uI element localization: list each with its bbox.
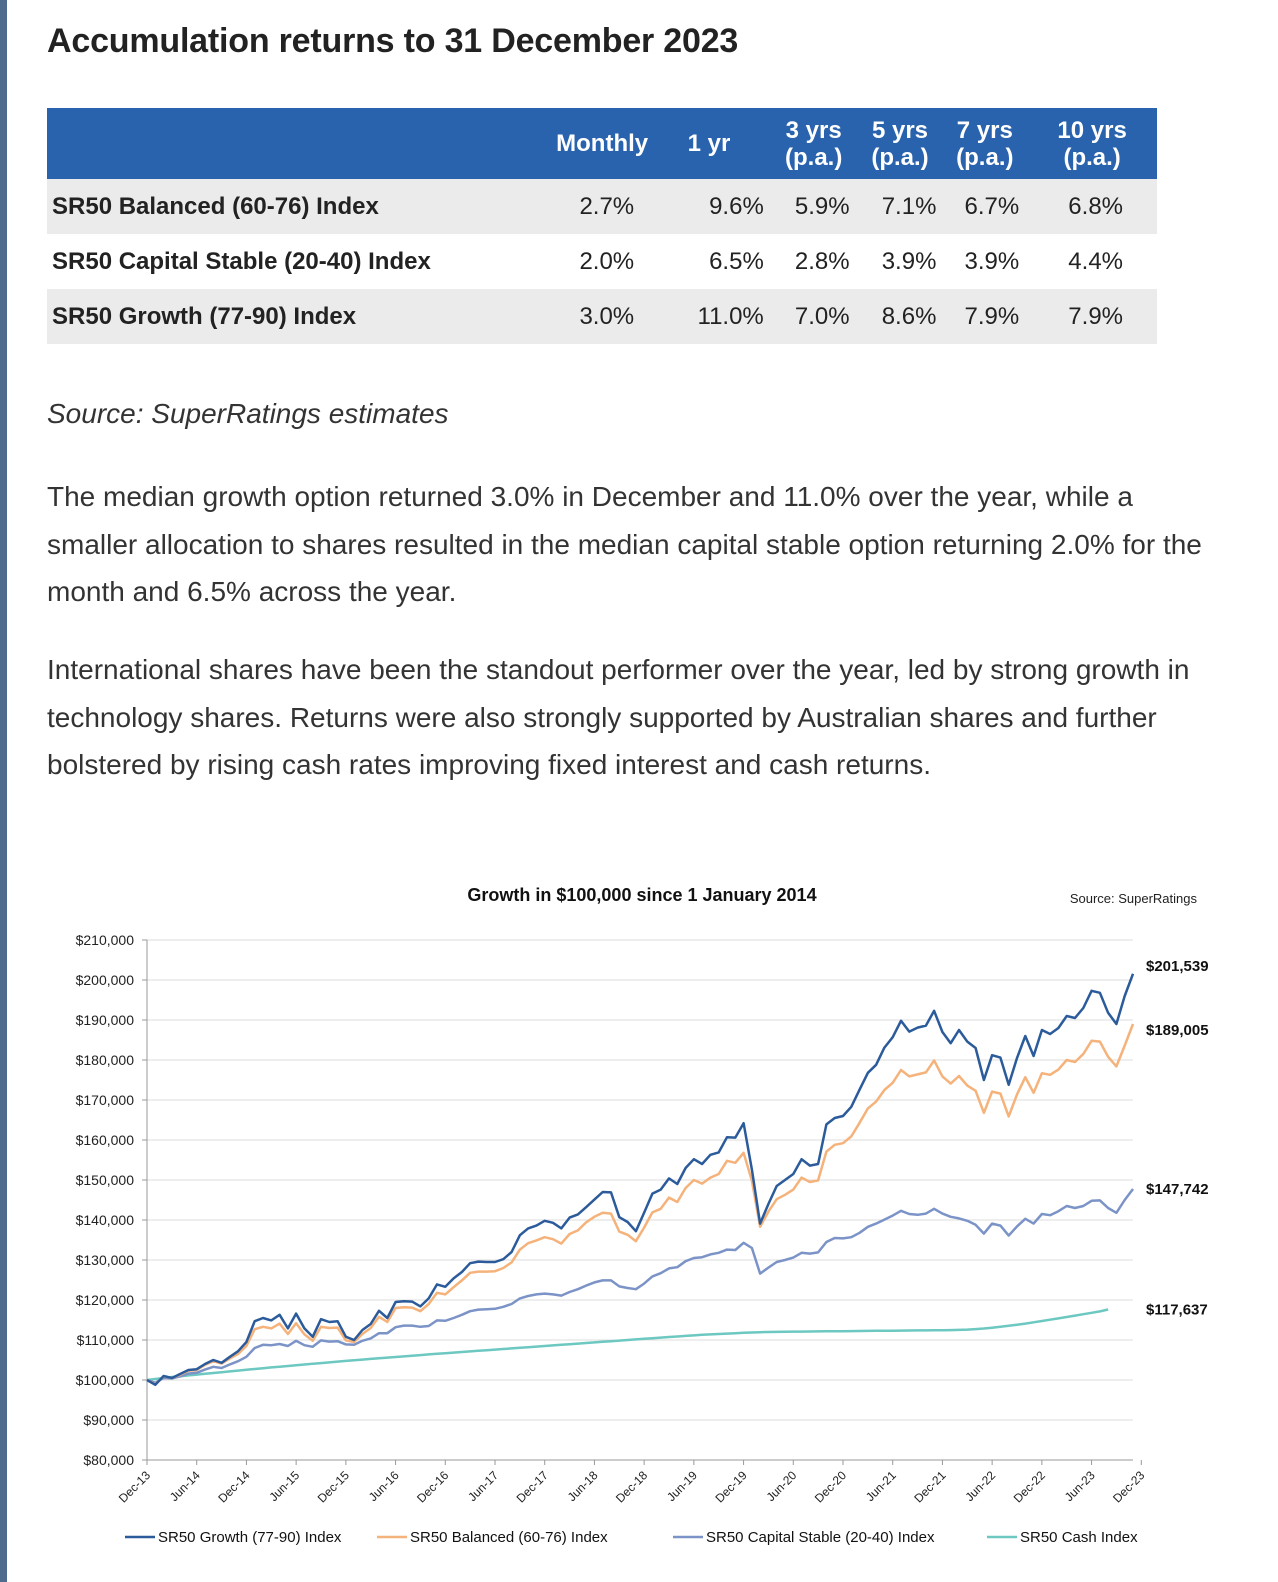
legend-label: SR50 Cash Index [1020,1529,1138,1546]
series-end-label: $147,742 [1146,1181,1209,1198]
table-header-cell: 7 yrs (p.a.) [942,108,1028,179]
table-header-row: Monthly 1 yr 3 yrs (p.a.) 5 yrs (p.a.) 7 yrs (p… [47,108,1157,179]
row-label: SR50 Balanced (60-76) Index [47,179,557,234]
x-tick-label: Dec-20 [812,1468,849,1505]
table-cell: 2.0% [579,247,635,275]
table-row: SR50 Growth (77-90) Index 3.0% 11.0% 7.0% 8.… [47,289,1157,344]
header-sublabel: (p.a.) [1063,143,1121,171]
x-tick-label: Dec-19 [712,1468,749,1505]
table-cell: 6.7% [942,179,1028,234]
series-end-label: $189,005 [1146,1022,1209,1039]
table-header-cell [47,108,557,179]
table-cell: 7.0% [769,289,858,344]
legend-label: SR50 Capital Stable (20-40) Index [706,1529,935,1546]
x-tick-label: Jun-18 [565,1468,601,1504]
left-accent-bar [0,0,7,1582]
y-tick-label: $200,000 [76,972,135,988]
header-label: 1 yr [687,130,731,157]
table-cell: 8.6% [857,289,943,344]
x-tick-label: Dec-16 [414,1468,451,1505]
table-header-cell: 1 yr [648,108,770,179]
table-cell: 6.8% [1027,179,1157,234]
x-tick-label: Jun-14 [167,1468,203,1504]
table-cell: 7.1% [857,179,943,234]
series-line [146,1308,1109,1382]
chart-title: Growth in $100,000 since 1 January 2014 [467,885,816,905]
y-tick-label: $170,000 [76,1092,135,1108]
y-tick-label: $130,000 [76,1252,135,1268]
x-tick-label: Jun-15 [266,1468,302,1504]
table-header-cell: 5 yrs (p.a.) [857,108,943,179]
x-tick-label: Jun-22 [962,1468,998,1504]
table-cell: 11.0% [648,289,770,344]
x-tick-label: Jun-17 [465,1468,501,1504]
page-title: Accumulation returns to 31 December 2023 [47,22,739,60]
x-tick-label: Dec-17 [514,1468,551,1505]
y-tick-label: $120,000 [76,1292,135,1308]
header-label: 7 yrs [956,116,1013,144]
chart-source: Source: SuperRatings [1070,891,1198,906]
y-tick-label: $90,000 [83,1412,134,1428]
y-tick-label: $140,000 [76,1212,135,1228]
table-header-cell: 3 yrs (p.a.) [769,108,858,179]
x-tick-label: Jun-16 [366,1468,402,1504]
x-tick-label: Dec-15 [315,1468,352,1505]
x-tick-label: Jun-21 [863,1468,899,1504]
table-cell: 7.9% [1027,289,1157,344]
header-sublabel: (p.a.) [871,143,929,171]
legend-label: SR50 Growth (77-90) Index [158,1529,342,1546]
header-label: 5 yrs [871,116,929,144]
header-sublabel: (p.a.) [956,143,1014,171]
legend-label: SR50 Balanced (60-76) Index [410,1529,608,1546]
x-tick-label: Jun-20 [764,1468,800,1504]
table-cell: 5.9% [769,179,858,234]
x-tick-label: Dec-22 [1011,1468,1048,1505]
y-tick-label: $80,000 [83,1452,134,1468]
table-cell: 3.9% [964,247,1020,275]
x-tick-label: Jun-23 [1062,1468,1098,1504]
y-tick-label: $210,000 [76,932,135,948]
series-line [146,973,1135,1387]
table-cell: 2.7% [556,179,649,234]
y-tick-label: $110,000 [77,1332,135,1348]
x-tick-label: Dec-23 [1110,1468,1147,1505]
paragraph: The median growth option returned 3.0% i… [47,481,1202,607]
row-label: SR50 Capital Stable (20-40) Index [52,247,431,275]
series-line [146,1188,1134,1385]
y-tick-label: $150,000 [76,1172,135,1188]
x-tick-label: Dec-18 [613,1468,650,1505]
series-end-label: $117,637 [1146,1301,1208,1318]
growth-line-chart: Growth in $100,000 since 1 January 2014 S… [76,885,1209,1546]
y-tick-label: $160,000 [76,1132,135,1148]
table-header-cell: Monthly [556,108,649,179]
table-row: SR50 Capital Stable (20-40) Index 2.0% 6.5… [47,234,1157,289]
table-header-cell: 10 yrs (p.a.) [1027,108,1157,179]
table-cell: 4.4% [1068,247,1123,275]
table-row: SR50 Balanced (60-76) Index 2.7% 9.6% 5.9% 7… [47,179,1157,234]
series-end-label: $201,539 [1146,958,1209,975]
x-tick-label: Dec-21 [911,1468,948,1505]
table-cell: 3.0% [556,289,649,344]
table-cell: 9.6% [648,179,770,234]
x-tick-label: Dec-13 [116,1468,153,1505]
y-tick-label: $180,000 [76,1052,135,1068]
y-tick-label: $190,000 [76,1012,135,1028]
x-tick-label: Dec-14 [215,1468,252,1505]
table-cell: 3.9% [881,247,937,275]
series-line [146,1023,1135,1386]
y-tick-label: $100,000 [76,1372,135,1388]
table-cell: 6.5% [709,247,764,275]
paragraph: International shares have been the stand… [47,654,1190,780]
table-cell: 7.9% [942,289,1028,344]
header-label: Monthly [556,130,649,157]
table-source-note: Source: SuperRatings estimates [47,398,449,429]
returns-table: Monthly 1 yr 3 yrs (p.a.) 5 yrs (p.a.) 7 yrs (p… [47,108,1157,344]
header-sublabel: (p.a.) [785,143,843,171]
x-tick-label: Jun-19 [664,1468,700,1504]
header-label: 10 yrs [1057,116,1127,144]
row-label: SR50 Growth (77-90) Index [47,289,557,344]
header-label: 3 yrs [785,116,842,144]
table-cell: 2.8% [794,247,850,275]
